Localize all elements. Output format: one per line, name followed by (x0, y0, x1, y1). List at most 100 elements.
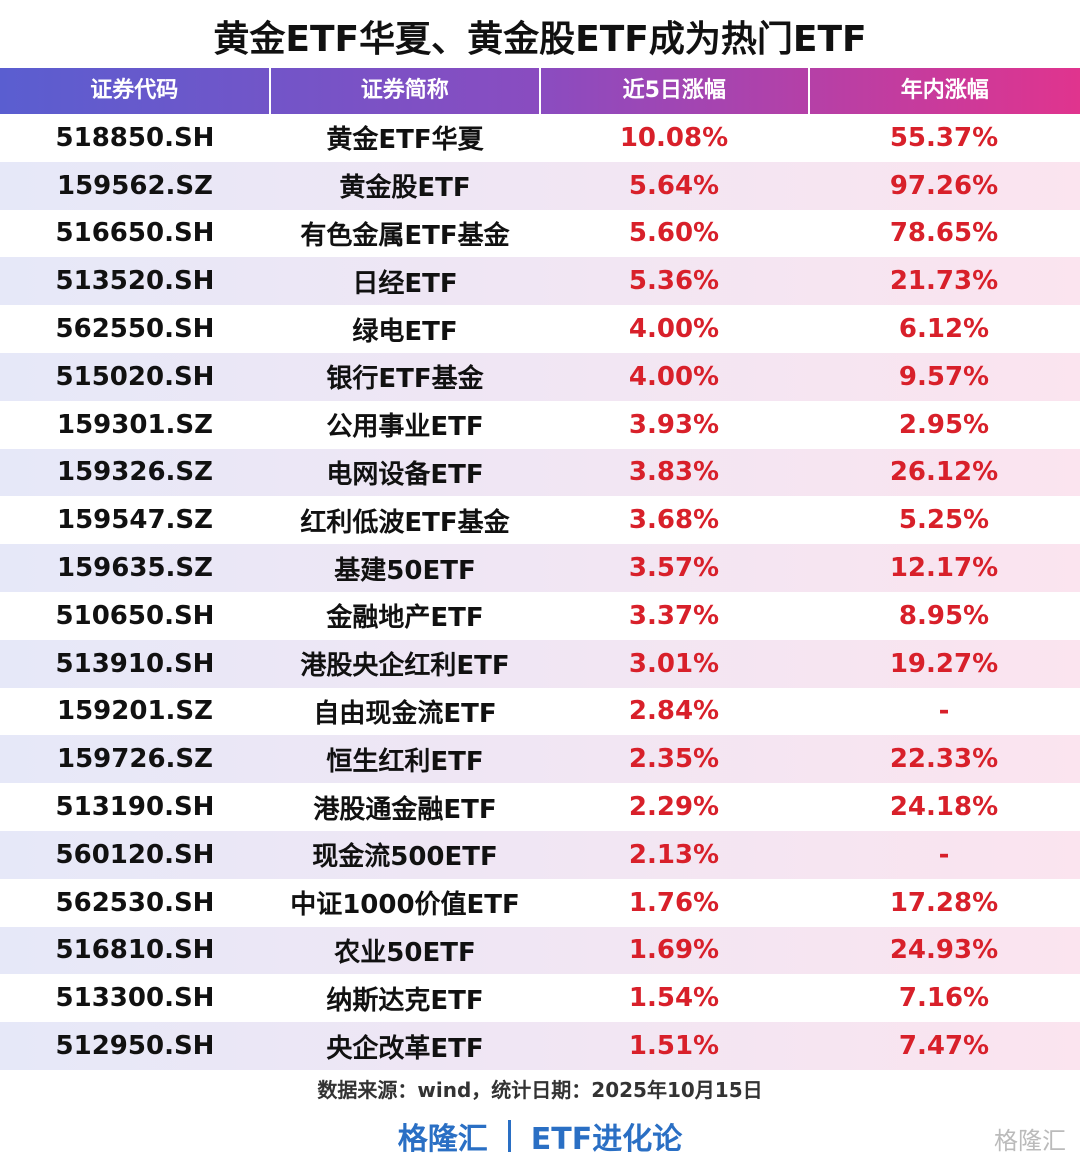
table-cell: 22.33% (889, 744, 999, 775)
table-cell: 公用事业ETF (326, 412, 484, 443)
table-cell: 510650.SH (55, 600, 215, 631)
table-cell: 159547.SZ (57, 505, 213, 536)
table-cell: 5.60% (628, 218, 720, 249)
table-cell: 7.47% (898, 1031, 990, 1062)
table-cell: 513910.SH (55, 648, 215, 679)
separator (507, 1120, 511, 1152)
table-row: 159562.SZ 黄金股ETF 5.64% 97.26% (0, 161, 1080, 210)
table-cell: 2.35% (628, 744, 720, 775)
table-cell: 562530.SH (55, 887, 215, 918)
table-cell: 5.25% (898, 505, 990, 536)
table-cell: 3.57% (628, 553, 720, 584)
table-cell: 19.27% (889, 648, 999, 679)
table-cell: 1.54% (628, 983, 720, 1014)
source-note: 数据来源：wind，统计日期：2025年10月15日 (317, 1078, 763, 1102)
table-cell: 12.17% (889, 553, 999, 584)
table-row: 513190.SH 港股通金融ETF 2.29% 24.18% (0, 783, 1080, 831)
table-cell: 562550.SH (55, 314, 215, 345)
table-cell: 有色金属ETF基金 (300, 220, 510, 251)
table-row: 516650.SH 有色金属ETF基金 5.60% 78.65% (0, 210, 1080, 258)
table-row: 512950.SH 央企改革ETF 1.51% 7.47% (0, 1022, 1080, 1070)
table-cell: 2.95% (898, 409, 990, 440)
table-row: 516810.SH 农业50ETF 1.69% 24.93% (0, 926, 1080, 975)
table-cell: 26.12% (889, 457, 999, 488)
table-cell: 513520.SH (55, 266, 215, 297)
table-cell: 2.84% (628, 696, 720, 727)
table-row: 518850.SH 黄金ETF华夏 10.08% 55.37% (0, 114, 1080, 162)
table-cell: 1.76% (628, 887, 720, 918)
table-cell: 513300.SH (55, 983, 215, 1014)
table-cell: 电网设备ETF (326, 459, 484, 490)
table-row: 562530.SH 中证1000价值ETF 1.76% 17.28% (0, 879, 1080, 927)
table-cell: 516810.SH (55, 935, 215, 966)
table-cell: 基建50ETF (334, 555, 476, 586)
table-cell: 港股央企红利ETF (300, 651, 510, 682)
table-cell: 日经ETF (352, 268, 458, 299)
table-row: 159326.SZ 电网设备ETF 3.83% 26.12% (0, 448, 1080, 497)
table-cell: 515020.SH (55, 361, 215, 392)
table-row: 510650.SH 金融地产ETF 3.37% 8.95% (0, 592, 1080, 640)
table-cell: 159635.SZ (57, 553, 213, 584)
table-row: 560120.SH 现金流500ETF 2.13% - (0, 830, 1080, 879)
table-cell: 3.01% (628, 648, 720, 679)
table-cell: 17.28% (889, 887, 999, 918)
table-cell: 24.93% (889, 935, 999, 966)
table-cell: 159201.SZ (57, 696, 213, 727)
table-cell: 1.51% (628, 1031, 720, 1062)
table-cell: 央企改革ETF (326, 1033, 484, 1064)
table-cell: 97.26% (889, 170, 999, 201)
table-cell: 3.68% (628, 505, 720, 536)
table-cell: 10.08% (619, 122, 729, 153)
table-row: 515020.SH 银行ETF基金 4.00% 9.57% (0, 352, 1080, 401)
table-cell: 24.18% (889, 792, 999, 823)
table-cell: 恒生红利ETF (326, 746, 484, 777)
table-cell: 512950.SH (55, 1031, 215, 1062)
header-row: 证券代码 证券简称 近5日涨幅 年内涨幅 (0, 68, 1080, 114)
table-row: 513910.SH 港股央企红利ETF 3.01% 19.27% (0, 639, 1080, 688)
table-row: 159201.SZ 自由现金流ETF 2.84% - (0, 688, 1080, 736)
table-cell: 21.73% (889, 266, 999, 297)
table-cell: 2.13% (628, 839, 720, 870)
table-cell: 1.69% (628, 935, 720, 966)
table-row: 159301.SZ 公用事业ETF 3.93% 2.95% (0, 401, 1080, 449)
table-cell: - (938, 839, 950, 870)
table: 证券代码 证券简称 近5日涨幅 年内涨幅 518850.SH 黄金ETF华夏 10.08% 5… (0, 68, 1080, 1070)
brand-right: ETF进化论 (530, 1122, 683, 1157)
watermark: 格隆汇 (994, 1127, 1066, 1155)
table-cell: 绿电ETF (352, 316, 458, 347)
table-cell: 516650.SH (55, 218, 215, 249)
table-cell: 红利低波ETF基金 (300, 507, 510, 538)
table-cell: 现金流500ETF (312, 842, 498, 873)
table-cell: 5.64% (628, 170, 720, 201)
table-cell: 560120.SH (55, 839, 215, 870)
table-cell: 黄金ETF华夏 (326, 125, 484, 156)
table-cell: 513190.SH (55, 792, 215, 823)
table-cell: 55.37% (889, 122, 999, 153)
table-row: 562550.SH 绿电ETF 4.00% 6.12% (0, 305, 1080, 353)
table-cell: 自由现金流ETF (313, 698, 497, 729)
table-cell: 3.93% (628, 409, 720, 440)
brand-left: 格隆汇 (397, 1122, 488, 1157)
table-cell: 159562.SZ (57, 170, 213, 201)
table-cell: 159726.SZ (57, 744, 213, 775)
table-cell: 农业50ETF (334, 937, 476, 968)
table-cell: 518850.SH (55, 122, 215, 153)
table-cell: 黄金股ETF (339, 173, 471, 204)
header-cell: 证券代码 (0, 68, 271, 114)
header-cell: 证券简称 (271, 68, 541, 114)
table-cell: 4.00% (628, 314, 720, 345)
table-row: 159726.SZ 恒生红利ETF 2.35% 22.33% (0, 735, 1080, 784)
brand: 格隆汇 ETF进化论 (0, 1114, 1080, 1158)
table-cell: 6.12% (898, 314, 990, 345)
table-cell: 3.83% (628, 457, 720, 488)
table-cell: 纳斯达克ETF (326, 985, 484, 1016)
table-cell: 7.16% (898, 983, 990, 1014)
table-row: 513300.SH 纳斯达克ETF 1.54% 7.16% (0, 974, 1080, 1022)
table-row: 513520.SH 日经ETF 5.36% 21.73% (0, 257, 1080, 306)
table-cell: 78.65% (889, 218, 999, 249)
table-cell: 4.00% (628, 361, 720, 392)
table-cell: 金融地产ETF (326, 603, 484, 634)
table-row: 159635.SZ 基建50ETF 3.57% 12.17% (0, 544, 1080, 592)
table-cell: 港股通金融ETF (313, 794, 497, 825)
